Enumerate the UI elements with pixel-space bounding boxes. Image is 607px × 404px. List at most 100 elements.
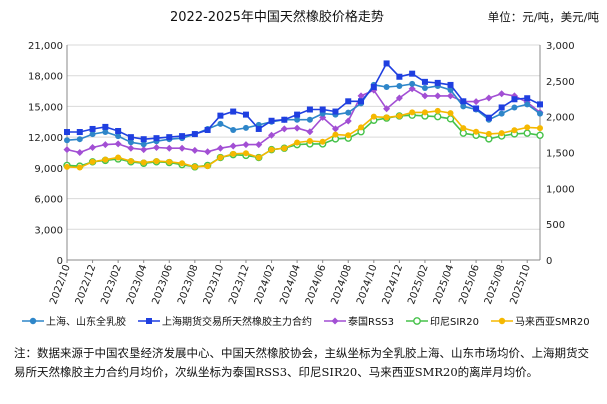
data-point [537, 110, 543, 117]
data-point [114, 140, 122, 148]
data-point [166, 158, 173, 165]
data-point [255, 125, 262, 132]
series-line [66, 83, 541, 146]
data-point [115, 154, 122, 161]
data-point [331, 125, 339, 133]
x-tick-label: 2025/06 [457, 263, 482, 306]
data-point [140, 141, 147, 148]
data-point [358, 98, 365, 105]
data-point [332, 108, 339, 115]
x-tick-label: 2023/08 [176, 263, 201, 306]
data-point [473, 105, 480, 112]
data-point [280, 125, 288, 133]
data-point [319, 138, 326, 145]
data-point [242, 124, 249, 131]
data-point [217, 154, 224, 161]
y-left-tick-label: 0 [57, 256, 63, 267]
data-point [293, 124, 301, 132]
data-point [76, 129, 83, 136]
y-left-tick-label: 3,000 [34, 225, 63, 236]
data-point [306, 128, 314, 136]
data-point [524, 124, 531, 131]
legend-item: 上海期货交易所天然橡胶主力合约 [138, 313, 312, 328]
x-tick-label: 2023/04 [125, 263, 150, 306]
data-point [434, 107, 441, 114]
data-point [498, 110, 505, 117]
data-point [64, 163, 70, 170]
data-point [345, 98, 352, 105]
data-point [153, 158, 160, 165]
data-point [460, 98, 467, 105]
data-point [76, 136, 83, 143]
x-tick-label: 2023/12 [227, 263, 252, 306]
data-point [165, 144, 173, 152]
y-right-tick-label: 500 [546, 220, 565, 231]
data-point [242, 111, 249, 118]
data-point [396, 112, 403, 119]
x-tick-label: 2024/06 [304, 263, 329, 306]
data-point [217, 120, 224, 127]
data-point [89, 143, 97, 151]
data-point [447, 87, 454, 94]
unit-label: 单位：元/吨，美元/吨 [487, 10, 599, 24]
data-point [153, 135, 160, 142]
data-point [409, 109, 416, 116]
data-point [485, 130, 492, 137]
data-point [383, 83, 390, 90]
data-point [166, 134, 173, 141]
data-point [345, 109, 352, 116]
y-left-tick-label: 6,000 [34, 195, 63, 206]
data-point [179, 133, 186, 140]
data-point [447, 92, 455, 100]
data-point [537, 125, 543, 132]
data-point [345, 132, 352, 139]
y-left-tick-label: 18,000 [28, 72, 63, 83]
data-point [127, 144, 135, 152]
data-point [230, 108, 237, 115]
data-point [76, 149, 84, 156]
data-point [524, 95, 531, 102]
legend-label: 上海期货交易所天然橡胶主力合约 [162, 317, 312, 328]
data-point [498, 104, 505, 111]
data-point [370, 83, 377, 90]
chart-legend: 上海、山东全乳胶 上海期货交易所天然橡胶主力合约 泰国RSS3 印尼SIR20 马来西亚… [22, 313, 603, 328]
data-point [511, 104, 518, 111]
data-point [217, 112, 224, 119]
y-left-tick-label: 12,000 [28, 133, 63, 144]
x-tick-label: 2025/08 [483, 263, 508, 306]
x-tick-label: 2025/10 [508, 263, 533, 306]
y-left-tick-label: 21,000 [28, 41, 63, 52]
data-point [281, 145, 288, 152]
y-right-tick-label: 1,500 [546, 149, 575, 160]
data-point [396, 73, 403, 80]
x-tick-label: 2024/12 [381, 263, 406, 306]
y-right-tick-label: 2,500 [546, 77, 575, 88]
data-point [447, 110, 454, 117]
data-point [255, 154, 262, 161]
data-point [498, 130, 505, 137]
y-right-tick-label: 1,000 [546, 184, 575, 195]
data-point [434, 92, 442, 100]
data-point [485, 94, 493, 102]
legend-item: 马来西亚SMR20 [491, 313, 590, 328]
x-tick-label: 2025/04 [432, 263, 457, 306]
x-tick-label: 2024/10 [355, 263, 380, 306]
data-point [191, 131, 198, 138]
data-point [421, 92, 429, 100]
legend-marker-icon [138, 317, 160, 324]
x-tick-label: 2022/12 [74, 263, 99, 306]
data-point [498, 90, 506, 98]
data-point [409, 70, 416, 77]
data-point [102, 129, 109, 136]
data-point [140, 136, 147, 143]
data-point [64, 137, 70, 144]
data-point [89, 131, 96, 138]
data-point [64, 129, 70, 136]
x-tick-label: 2024/02 [253, 263, 278, 306]
data-point [536, 131, 544, 140]
data-point [268, 117, 275, 124]
x-tick-label: 2023/02 [99, 263, 124, 306]
data-point [204, 163, 211, 170]
legend-item: 上海、山东全乳胶 [22, 313, 126, 328]
data-point [447, 81, 454, 88]
